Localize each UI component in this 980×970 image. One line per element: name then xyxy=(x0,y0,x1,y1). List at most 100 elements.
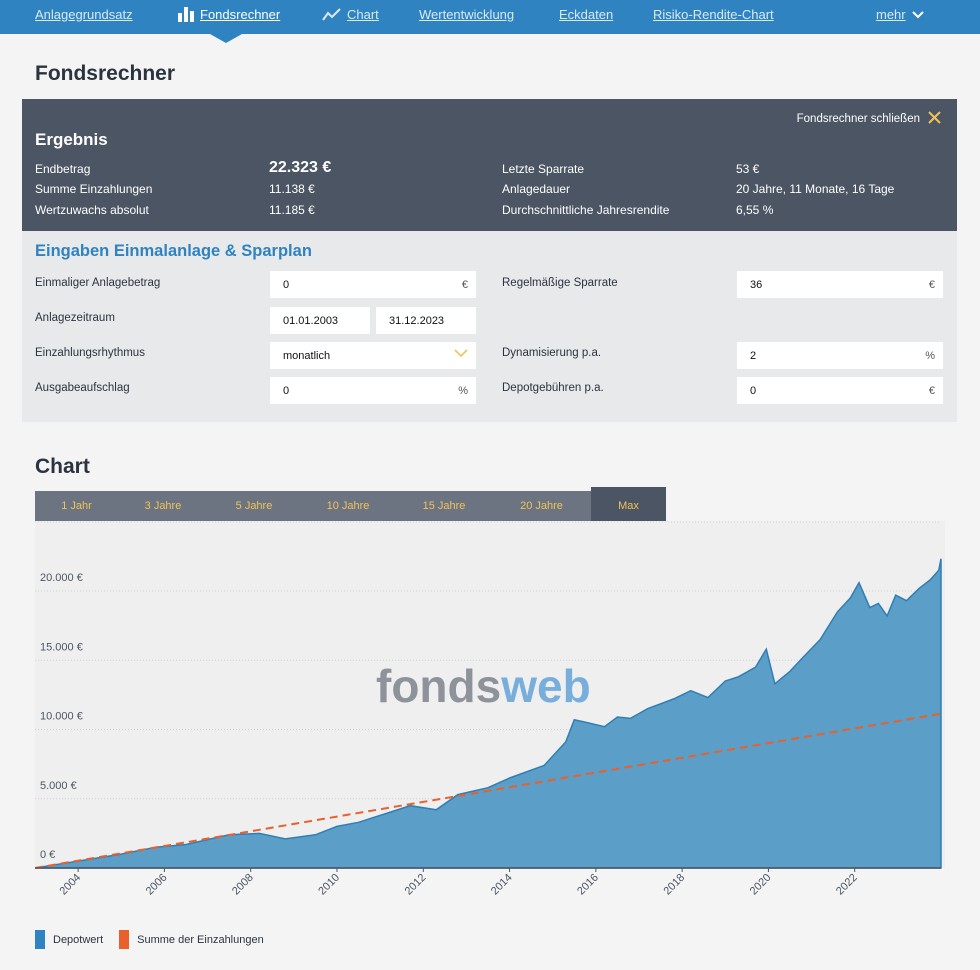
nav-link-eckdaten[interactable]: Eckdaten xyxy=(559,7,613,22)
nav-link-label: Anlagegrundsatz xyxy=(35,7,133,22)
nav-link-label: Eckdaten xyxy=(559,7,614,22)
tab-3-jahre[interactable]: 3 Jahre xyxy=(144,500,182,512)
page-title: Fondsrechner xyxy=(35,62,176,85)
result-label-endbetrag: Endbetrag xyxy=(35,162,91,176)
range-tabs: 1 Jahr 3 Jahre 5 Jahre 10 Jahre 15 Jahre… xyxy=(35,491,591,521)
rhythmus-value: monatlich xyxy=(283,349,331,362)
x-tick-label: 2014 xyxy=(489,872,515,898)
tab-20-jahre[interactable]: 20 Jahre xyxy=(520,500,563,512)
top-navigation: Anlagegrundsatz Fondsrechner Chart Werte… xyxy=(0,0,980,34)
zeitraum-label: Anlagezeitraum xyxy=(35,312,115,324)
chevron-down-icon xyxy=(454,349,468,361)
watermark-logo: fondsweb xyxy=(376,660,591,712)
x-tick-label: 2018 xyxy=(661,872,687,898)
close-icon xyxy=(928,111,941,127)
sparrate-label: Regelmäßige Sparrate xyxy=(502,277,618,289)
close-label: Fondsrechner schließen xyxy=(796,113,920,125)
einmalig-label: Einmaliger Anlagebetrag xyxy=(35,277,161,289)
depot-value: 0 xyxy=(750,384,757,397)
inputs-heading: Eingaben Einmalanlage & Sparplan xyxy=(35,242,312,260)
nav-link-label: Chart xyxy=(347,7,379,22)
series-einzahlungen-line xyxy=(35,712,942,869)
aufschlag-value: 0 xyxy=(283,384,290,397)
sparrate-input[interactable]: 36 € xyxy=(737,271,943,298)
x-tick-label: 2016 xyxy=(575,872,601,898)
close-calculator-button[interactable]: Fondsrechner schließen xyxy=(797,111,941,127)
tab-max[interactable]: Max xyxy=(591,487,666,521)
result-value-anlagedauer: 20 Jahre, 11 Monate, 16 Tage xyxy=(736,182,895,196)
result-value-einzahlungen: 11.138 € xyxy=(269,182,315,196)
depot-label: Depotgebühren p.a. xyxy=(502,382,604,394)
y-tick-label: 5.000 € xyxy=(40,780,77,792)
x-tick-label: 2004 xyxy=(57,872,83,898)
result-label-letzte-sparrate: Letzte Sparrate xyxy=(502,162,585,176)
nav-link-risiko-rendite-chart[interactable]: Risiko-Rendite-Chart xyxy=(653,7,774,22)
tab-5-jahre[interactable]: 5 Jahre xyxy=(235,500,273,512)
result-panel: Ergebnis Fondsrechner schließen Endbetra… xyxy=(22,99,957,231)
nav-link-label: Risiko-Rendite-Chart xyxy=(653,7,774,22)
result-label-einzahlungen: Summe Einzahlungen xyxy=(35,182,153,196)
result-value-letzte-sparrate: 53 € xyxy=(736,162,760,176)
nav-link-fondsrechner[interactable]: Fondsrechner xyxy=(178,7,280,22)
aufschlag-label: Ausgabeaufschlag xyxy=(35,382,130,394)
tab-10-jahre[interactable]: 10 Jahre xyxy=(326,500,370,512)
chevron-down-icon xyxy=(911,10,924,19)
depot-input[interactable]: 0 € xyxy=(737,377,943,404)
zeitraum-from-input[interactable]: 01.01.2003 xyxy=(270,307,370,334)
dynamik-input[interactable]: 2 % xyxy=(737,342,943,369)
nav-link-label: Wertentwicklung xyxy=(419,7,515,22)
aufschlag-input[interactable]: 0 % xyxy=(270,377,476,404)
sparrate-unit: € xyxy=(928,278,935,291)
line-chart-icon xyxy=(322,8,341,21)
result-value-endbetrag: 22.323 € xyxy=(269,159,332,176)
result-value-wertzuwachs: 11.185 € xyxy=(269,203,315,217)
nav-link-label: Fondsrechner xyxy=(200,7,281,22)
depot-unit: € xyxy=(928,384,935,397)
y-tick-label: 15.000 € xyxy=(40,641,83,653)
inputs-panel: Eingaben Einmalanlage & Sparplan Einmali… xyxy=(22,231,957,422)
result-label-jahresrendite: Durchschnittliche Jahresrendite xyxy=(502,203,670,217)
y-tick-label: 0 € xyxy=(40,849,55,861)
nav-link-wertentwicklung[interactable]: Wertentwicklung xyxy=(419,7,514,22)
nav-link-label: mehr xyxy=(876,7,906,22)
aufschlag-unit: % xyxy=(458,384,468,397)
nav-link-chart[interactable]: Chart xyxy=(322,7,379,22)
einmalig-input[interactable]: 0 € xyxy=(270,271,476,298)
series-depotwert-area xyxy=(35,558,942,869)
zeitraum-to-input[interactable]: 31.12.2023 xyxy=(376,307,476,334)
x-tick-label: 2010 xyxy=(316,872,342,898)
legend-label-einzahlungen: Summe der Einzahlungen xyxy=(137,933,264,946)
zeitraum-from-value: 01.01.2003 xyxy=(283,314,339,327)
result-label-anlagedauer: Anlagedauer xyxy=(502,182,571,196)
dynamik-value: 2 xyxy=(750,349,757,362)
rhythmus-label: Einzahlungsrhythmus xyxy=(35,347,145,359)
fund-chart-svg: fondsweb 0 € 5.000 € 10.000 € 15.000 € 20.00… xyxy=(35,521,945,898)
tab-1-jahr[interactable]: 1 Jahr xyxy=(61,500,92,512)
legend-item-depotwert[interactable]: Depotwert xyxy=(35,930,103,949)
rhythmus-select[interactable]: monatlich xyxy=(270,342,476,369)
sparrate-value: 36 xyxy=(750,278,763,291)
nav-link-anlagegrundsatz[interactable]: Anlagegrundsatz xyxy=(35,7,133,22)
legend-item-einzahlungen[interactable]: Summe der Einzahlungen xyxy=(119,930,264,949)
dynamik-label: Dynamisierung p.a. xyxy=(502,347,602,359)
chart-legend: Depotwert Summe der Einzahlungen xyxy=(35,930,280,949)
active-nav-pointer xyxy=(210,34,242,43)
legend-swatch-einzahlungen xyxy=(119,930,130,949)
fund-chart: fondsweb 0 € 5.000 € 10.000 € 15.000 € 20.00… xyxy=(35,521,945,901)
x-tick-label: 2012 xyxy=(403,872,429,898)
zeitraum-to-value: 31.12.2023 xyxy=(389,314,445,327)
dynamik-unit: % xyxy=(925,349,935,362)
x-tick-label: 2006 xyxy=(144,872,170,898)
einmalig-unit: € xyxy=(461,278,468,291)
nav-more-dropdown[interactable]: mehr xyxy=(876,7,924,22)
legend-label-depotwert: Depotwert xyxy=(53,933,104,946)
x-tick-label: 2022 xyxy=(834,872,860,898)
x-tick-label: 2020 xyxy=(748,872,774,898)
tab-15-jahre[interactable]: 15 Jahre xyxy=(422,500,466,512)
x-tick-label: 2008 xyxy=(230,872,256,898)
y-tick-label: 20.000 € xyxy=(40,572,83,584)
einmalig-value: 0 xyxy=(283,278,290,291)
chart-section-title: Chart xyxy=(35,455,90,478)
result-heading: Ergebnis xyxy=(35,130,108,149)
legend-swatch-depotwert xyxy=(35,930,45,949)
